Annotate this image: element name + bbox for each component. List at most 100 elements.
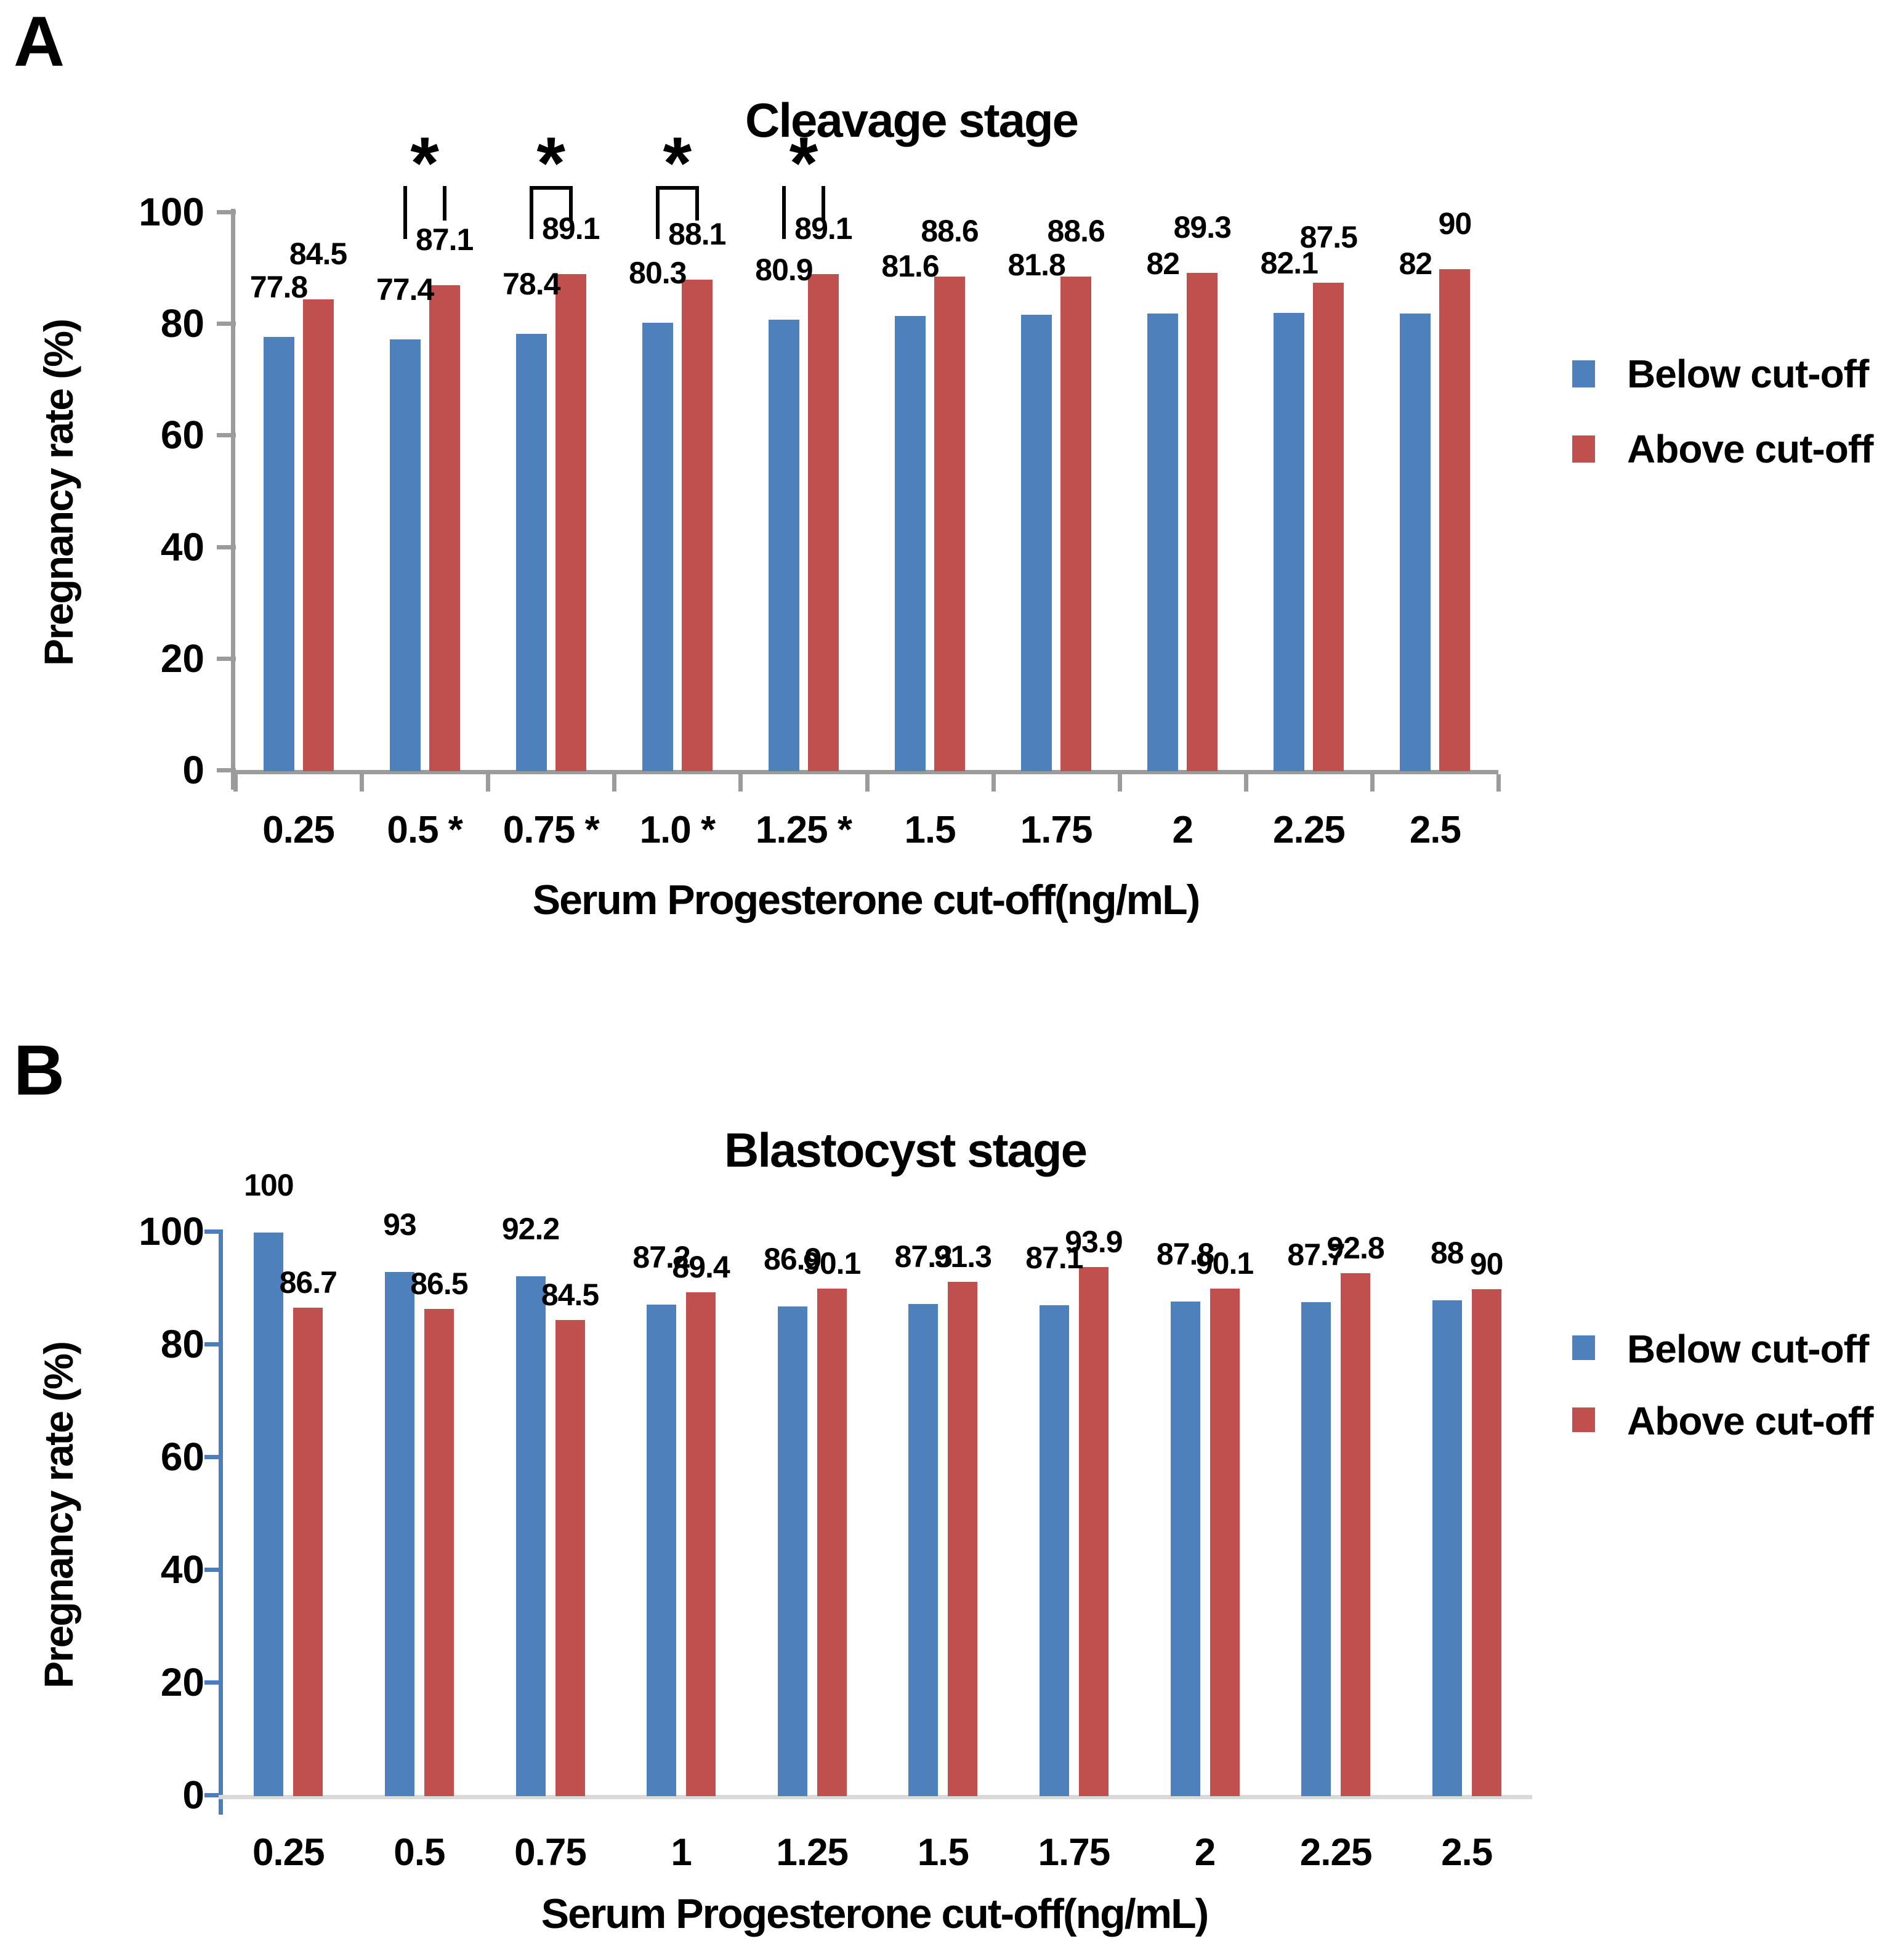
panel-b-legend-above-label: Above cut-off	[1627, 1399, 1873, 1443]
panel-a-bar-below	[1147, 314, 1179, 771]
panel-b-bar-above	[1209, 1288, 1240, 1796]
panel-a-value-label-above: 84.5	[289, 237, 347, 272]
panel-a-value-label-above: 88.6	[1047, 214, 1105, 249]
panel-b-value-label-below: 87.1	[1025, 1241, 1083, 1276]
panel-b-bar-below	[515, 1276, 546, 1796]
panel-b-x-tick-label: 2	[1194, 1831, 1216, 1874]
panel-a-x-tick	[991, 774, 996, 792]
panel-b-value-label-above: 92.8	[1327, 1230, 1384, 1265]
panel-a-legend-below-swatch	[1572, 360, 1595, 387]
panel-b-x-axis-line	[219, 1795, 1532, 1799]
panel-b-x-tick-label: 1	[671, 1831, 692, 1874]
panel-a-sig-bracket-bar	[657, 186, 697, 190]
panel-a-value-label-below: 80.3	[629, 256, 687, 291]
panel-a-bar-above	[681, 279, 713, 771]
panel-b-bar-above	[817, 1288, 847, 1796]
panel-b-bar-below	[1301, 1302, 1331, 1796]
panel-a-bar-below	[642, 323, 673, 771]
panel-a-value-label-below: 77.8	[249, 270, 308, 305]
panel-a-bar-below	[768, 320, 799, 771]
panel-a-x-tick-label: 0.5 *	[387, 809, 463, 851]
panel-b-bar-above	[555, 1319, 585, 1796]
panel-b-y-tick	[204, 1680, 223, 1685]
panel-a-sig-line-left	[781, 186, 786, 239]
panel-a-bar-below	[1274, 313, 1305, 771]
panel-a-x-tick	[486, 774, 491, 792]
panel-a-x-tick	[1496, 774, 1501, 792]
panel-a-y-tick-label: 100	[139, 190, 204, 234]
panel-a-bar-above	[429, 285, 460, 771]
panel-a-value-label-below: 78.4	[503, 266, 560, 301]
panel-a-x-tick-label: 2.5	[1409, 809, 1461, 851]
panel-a-y-tick-label: 80	[160, 301, 204, 346]
panel-a-sig-line-left	[529, 186, 533, 239]
panel-a-y-tick-label: 20	[160, 636, 204, 681]
panel-a-x-tick-label: 2	[1172, 809, 1193, 851]
panel-b-value-label-below: 87.7	[1287, 1237, 1345, 1272]
panel-a-sig-star: *	[789, 122, 818, 205]
panel-a-letter: A	[14, 2, 65, 81]
panel-b-bar-below	[908, 1304, 939, 1796]
panel-b-bar-below	[647, 1305, 677, 1796]
panel-b-value-label-above: 90.1	[803, 1245, 861, 1281]
panel-b-value-label-above: 90	[1469, 1246, 1504, 1281]
panel-a-x-tick	[865, 774, 870, 792]
panel-b-bar-above	[1078, 1266, 1109, 1796]
panel-b-y-tick	[204, 1229, 223, 1234]
panel-a-x-tick	[738, 774, 743, 792]
panel-a-value-label-above: 88.6	[921, 214, 979, 249]
panel-b-bar-above	[686, 1292, 716, 1796]
panel-a-value-label-above: 88.1	[668, 216, 726, 251]
panel-a-x-axis-title: Serum Progesterone cut-off(ng/mL)	[532, 877, 1201, 923]
panel-b-letter: B	[14, 1031, 65, 1110]
panel-a-value-label-below: 82	[1146, 246, 1180, 281]
panel-a-y-tick-label: 40	[160, 524, 204, 569]
panel-a-value-label-below: 77.4	[376, 272, 434, 307]
panel-b-x-tick-label: 0.25	[252, 1831, 325, 1874]
panel-b-value-label-below: 88	[1430, 1235, 1464, 1270]
panel-a-y-axis-title: Pregnancy rate (%)	[36, 320, 81, 666]
panel-a-bar-above	[302, 299, 334, 771]
panel-b-bar-below	[777, 1306, 807, 1796]
panel-b-value-label-below: 86.9	[764, 1241, 822, 1276]
panel-b-chart-title: Blastocyst stage	[724, 1123, 1088, 1177]
panel-a-bar-above	[1187, 272, 1218, 771]
panel-b-value-label-below: 92.2	[501, 1212, 560, 1247]
panel-b-y-tick	[204, 1568, 223, 1572]
panel-a-y-tick-label: 60	[160, 413, 204, 458]
panel-a-value-label-below: 80.9	[755, 253, 813, 288]
panel-b-y-axis-line	[219, 1230, 223, 1815]
panel-a-legend-above-label: Above cut-off	[1627, 427, 1873, 471]
panel-a-legend-below-label: Below cut-off	[1627, 352, 1869, 396]
panel-b-bar-below	[254, 1233, 284, 1796]
panel-a-x-tick	[233, 774, 238, 792]
panel-a-sig-line-right	[568, 186, 573, 221]
panel-a-x-tick-label: 1.0 *	[639, 809, 716, 851]
panel-a-y-tick-label: 0	[182, 748, 204, 792]
panel-b-x-tick-label: 0.75	[514, 1831, 587, 1874]
panel-a-bar-below	[515, 333, 547, 771]
panel-b-x-tick-label: 2.5	[1441, 1831, 1493, 1874]
panel-b-x-tick-label: 1.25	[776, 1831, 849, 1874]
panel-a-sig-bracket-bar	[531, 186, 571, 190]
panel-a-sig-line-right	[442, 186, 446, 221]
panel-a-x-tick-label: 1.25 *	[755, 809, 852, 851]
panel-b-legend-above-swatch	[1572, 1407, 1595, 1432]
panel-b-x-tick-label: 2.25	[1299, 1831, 1373, 1874]
panel-a-value-label-below: 82	[1399, 246, 1433, 281]
panel-a-y-tick	[217, 768, 236, 772]
panel-a-x-axis-line	[231, 770, 1498, 774]
panel-b-value-label-above: 91.3	[934, 1239, 992, 1274]
panel-a-bar-above	[807, 273, 839, 771]
panel-b-value-label-below: 87.3	[894, 1239, 953, 1274]
panel-b-value-label-below: 87.2	[632, 1240, 690, 1275]
panel-a-bar-below	[389, 339, 421, 771]
panel-b-x-tick-label: 0.5	[394, 1831, 445, 1874]
panel-a-y-tick	[217, 433, 236, 438]
panel-a-bar-above	[1313, 283, 1344, 771]
panel-a-bar-below	[895, 315, 926, 771]
panel-a-bar-above	[1060, 277, 1092, 771]
panel-b-value-label-above: 93.9	[1065, 1224, 1123, 1259]
panel-a-y-axis-line	[231, 209, 235, 790]
panel-b-value-label-below: 87.8	[1156, 1236, 1214, 1271]
